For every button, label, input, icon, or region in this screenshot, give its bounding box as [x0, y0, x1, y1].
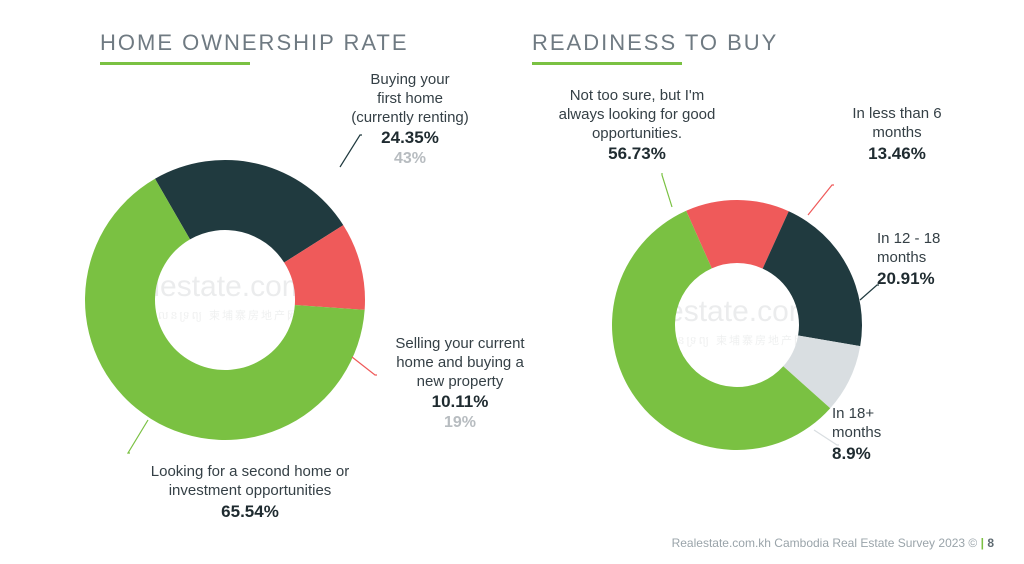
leader-line — [808, 185, 834, 215]
ownership-title: HOME OWNERSHIP RATE — [100, 30, 512, 56]
ownership-title-rule — [100, 62, 250, 65]
page: HOME OWNERSHIP RATE ealestate.com.kh អចល… — [0, 0, 1024, 564]
footer-page: 8 — [987, 536, 994, 550]
ownership-chart: ealestate.com.kh អចលនទ្រព្យ 柬埔寨房地产网 Buyi… — [30, 75, 512, 505]
readiness-label-18plus: In 18+months8.9% — [832, 405, 952, 464]
readiness-label-12-18: In 12 - 18months20.91% — [877, 230, 1007, 289]
readiness-title-rule — [532, 62, 682, 65]
ownership-label-second-home: Looking for a second home orinvestment o… — [90, 463, 410, 522]
ownership-label-first-home: Buying yourfirst home(currently renting)… — [320, 71, 500, 169]
readiness-label-not-sure: Not too sure, but I'malways looking for … — [522, 87, 752, 165]
footer-text: Realestate.com.kh Cambodia Real Estate S… — [672, 536, 978, 550]
readiness-label-lt6: In less than 6months13.46% — [817, 105, 977, 164]
readiness-chart: ealestate.com.kh អចលនទ្រព្យ 柬埔寨房地产网 Not … — [512, 75, 994, 505]
leader-line — [662, 173, 672, 207]
readiness-title: READINESS TO BUY — [532, 30, 994, 56]
panel-readiness: READINESS TO BUY ealestate.com.kh អចលនទ្… — [512, 30, 994, 524]
leader-line — [128, 420, 148, 453]
panel-ownership: HOME OWNERSHIP RATE ealestate.com.kh អចល… — [30, 30, 512, 524]
footer-credit: Realestate.com.kh Cambodia Real Estate S… — [672, 536, 994, 550]
